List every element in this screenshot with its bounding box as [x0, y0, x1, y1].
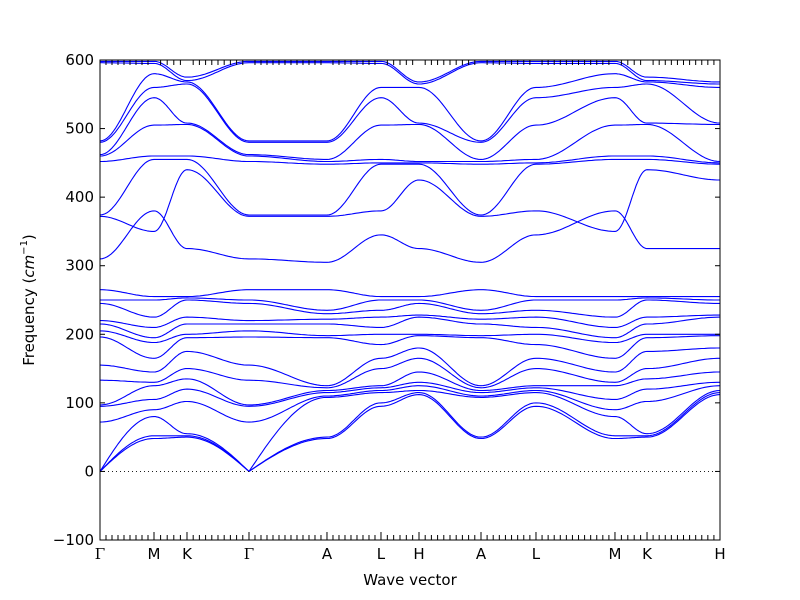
- x-tick-label: L: [532, 545, 541, 563]
- band-curve: [100, 62, 720, 85]
- y-axis-label-prefix: Frequency (: [20, 278, 38, 366]
- x-tick-label: K: [642, 545, 653, 563]
- band-curve: [99, 347, 720, 387]
- x-tick-label: Γ: [244, 545, 254, 563]
- band-curve: [99, 335, 720, 359]
- y-tick-label: 0: [84, 462, 94, 480]
- band-curve: [99, 385, 721, 423]
- y-axis-label: Frequency (cm−1): [19, 234, 38, 366]
- y-axis-label-unit: cm: [20, 255, 38, 278]
- band-curve: [99, 73, 720, 142]
- y-tick-label: 400: [65, 188, 94, 206]
- band-curve: [99, 392, 721, 472]
- band-curve: [100, 330, 720, 344]
- band-curve: [99, 97, 720, 160]
- x-tick-label: M: [148, 545, 161, 563]
- band-curve: [100, 60, 720, 83]
- band-curve: [100, 289, 720, 298]
- y-tick-label: 200: [65, 325, 94, 343]
- band-curves: [99, 60, 721, 472]
- band-curve: [99, 123, 721, 163]
- band-curve: [99, 371, 720, 406]
- band-curve: [100, 381, 720, 407]
- y-axis-label-suffix: ): [20, 234, 38, 240]
- band-curve: [99, 316, 721, 339]
- x-tick-label: L: [377, 545, 386, 563]
- y-axis-label-exponent: −1: [19, 240, 30, 255]
- band-curve: [99, 389, 721, 472]
- band-curve: [99, 210, 720, 263]
- y-tick-label: 100: [65, 394, 94, 412]
- x-tick-label: H: [714, 545, 725, 563]
- band-curve: [100, 297, 720, 311]
- band-curve: [99, 394, 721, 472]
- x-tick-label: M: [608, 545, 621, 563]
- y-axis-ticks: −100 0 100 200 300 400 500 600: [53, 51, 720, 549]
- band-curve: [100, 357, 720, 389]
- y-tick-label: 600: [65, 51, 94, 69]
- plot-frame: [99, 59, 721, 541]
- band-curve: [99, 299, 720, 318]
- x-tick-label: H: [413, 545, 424, 563]
- x-tick-label: Γ: [95, 545, 105, 563]
- y-tick-label: −100: [53, 531, 94, 549]
- x-tick-label: K: [182, 545, 193, 563]
- x-axis-label: Wave vector: [363, 571, 457, 589]
- band-curve: [99, 158, 720, 216]
- band-curve: [99, 169, 720, 232]
- y-tick-label: 300: [65, 257, 94, 275]
- band-curve: [100, 314, 720, 328]
- x-tick-label: A: [322, 545, 333, 563]
- band-curve: [99, 83, 721, 143]
- y-tick-label: 500: [65, 120, 94, 138]
- band-curve: [100, 155, 721, 165]
- x-tick-label: A: [476, 545, 487, 563]
